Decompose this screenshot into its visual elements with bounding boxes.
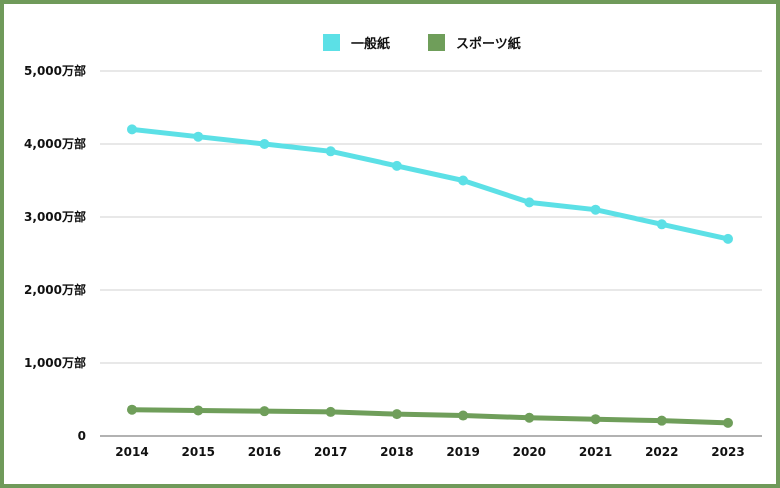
data-point (127, 124, 137, 135)
y-tick-label: 0 (78, 429, 86, 443)
data-point (458, 410, 469, 421)
data-point (127, 404, 137, 415)
data-point (259, 406, 270, 417)
legend-label: 一般紙 (351, 36, 390, 52)
x-tick-label: 2019 (446, 445, 479, 459)
data-point (524, 197, 535, 208)
y-tick-label: 5,000万部 (24, 63, 86, 78)
series-line (129, 407, 731, 426)
data-point (259, 139, 270, 149)
data-point (590, 204, 601, 215)
x-tick-label: 2017 (314, 445, 347, 459)
data-point (590, 414, 601, 425)
y-tick-label: 2,000万部 (24, 282, 86, 297)
data-point (391, 409, 402, 420)
data-point (458, 175, 469, 186)
data-point (656, 415, 667, 426)
data-point (656, 219, 667, 230)
data-point (193, 405, 204, 416)
x-tick-label: 2018 (380, 445, 413, 459)
series-line (129, 126, 731, 242)
data-point (325, 146, 336, 157)
x-tick-label: 2020 (513, 445, 546, 459)
x-tick-label: 2015 (182, 445, 215, 459)
legend-label: スポーツ紙 (456, 36, 521, 52)
x-tick-label: 2016 (248, 445, 281, 459)
data-point (193, 131, 204, 142)
data-point (723, 233, 733, 244)
x-tick-label: 2022 (645, 445, 678, 459)
x-tick-label: 2023 (711, 445, 744, 459)
x-tick-label: 2014 (115, 445, 148, 459)
y-tick-label: 1,000万部 (24, 355, 86, 370)
data-point (391, 160, 402, 171)
data-point (723, 417, 733, 428)
data-point (524, 412, 535, 423)
legend-swatch (428, 34, 445, 51)
legend-swatch (323, 34, 340, 51)
y-tick-label: 4,000万部 (24, 136, 86, 151)
data-point (325, 406, 336, 417)
y-tick-label: 3,000万部 (24, 209, 86, 224)
x-tick-label: 2021 (579, 445, 612, 459)
